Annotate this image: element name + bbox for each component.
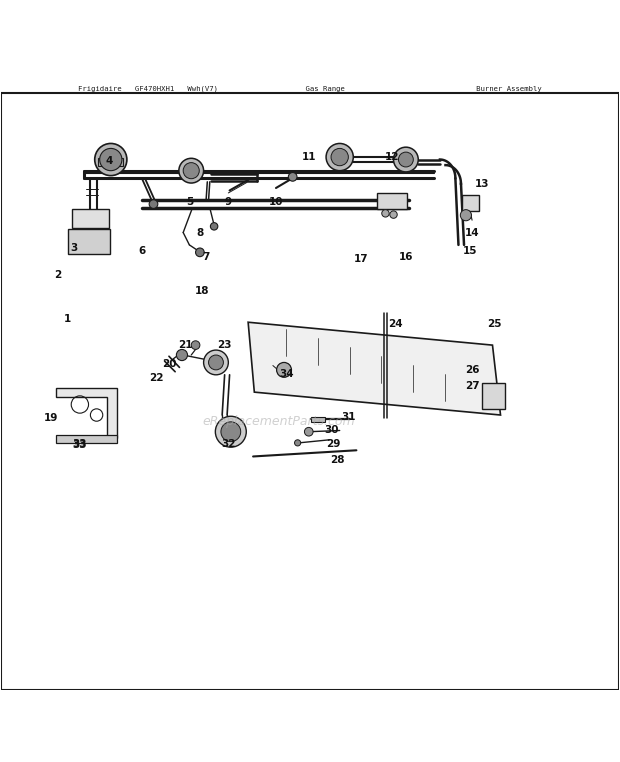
Text: 34: 34 [279,369,294,379]
Circle shape [191,341,200,350]
Text: 16: 16 [399,252,413,262]
Circle shape [394,147,418,172]
Text: Frigidaire   GF470HXH1   Wwh(V7)                    Gas Range                   : Frigidaire GF470HXH1 Wwh(V7) Gas Range [78,86,542,92]
Text: 30: 30 [324,425,339,436]
Text: 18: 18 [195,287,209,296]
Text: 26: 26 [465,365,479,375]
Circle shape [331,149,348,165]
Circle shape [149,200,158,209]
Bar [72,209,109,228]
Text: 22: 22 [149,373,164,383]
Text: 10: 10 [268,197,283,207]
Text: 21: 21 [178,340,192,350]
Text: 8: 8 [197,228,203,238]
Circle shape [288,172,297,181]
Text: 14: 14 [465,228,479,238]
Circle shape [326,143,353,171]
Circle shape [399,152,414,167]
Bar [68,229,110,254]
Text: 12: 12 [384,152,399,162]
Text: 3: 3 [70,243,78,253]
Text: 2: 2 [54,270,61,280]
Text: 7: 7 [202,252,210,262]
Bar [377,193,407,209]
Text: 28: 28 [330,455,345,465]
Text: 13: 13 [475,179,489,189]
Text: 11: 11 [301,152,316,162]
Text: 24: 24 [388,319,402,329]
Text: 27: 27 [465,381,479,391]
Text: 31: 31 [341,412,356,422]
Text: 19: 19 [44,413,59,423]
Bar [56,435,117,443]
Circle shape [221,422,241,442]
Circle shape [176,350,187,360]
Text: 17: 17 [353,254,368,264]
Circle shape [277,363,291,377]
Circle shape [208,355,223,370]
Circle shape [195,248,204,257]
Bar [461,195,479,211]
Text: 15: 15 [463,246,477,256]
Text: 23: 23 [218,340,232,350]
Text: 4: 4 [105,156,113,166]
Text: 25: 25 [487,319,502,329]
Text: eReplacementParts.com: eReplacementParts.com [203,415,355,427]
Circle shape [203,350,228,375]
Polygon shape [56,389,117,438]
Text: 5: 5 [186,197,193,207]
Text: 29: 29 [326,439,341,449]
Circle shape [179,158,203,183]
Text: 33: 33 [73,439,87,449]
Circle shape [382,210,389,217]
Text: 32: 32 [221,439,236,449]
Text: 33: 33 [73,440,87,450]
Text: 20: 20 [162,359,176,369]
Circle shape [183,162,199,179]
Text: 1: 1 [64,314,71,324]
Circle shape [215,416,246,447]
Circle shape [390,211,397,218]
Circle shape [304,427,313,436]
Circle shape [460,210,471,221]
Bar [311,417,325,422]
Circle shape [95,143,127,175]
Circle shape [100,149,122,171]
Circle shape [294,440,301,446]
Circle shape [210,223,218,230]
Polygon shape [248,322,500,415]
Text: 6: 6 [138,246,145,256]
Text: 9: 9 [225,197,232,207]
Bar [482,383,505,409]
Bar [99,158,123,165]
